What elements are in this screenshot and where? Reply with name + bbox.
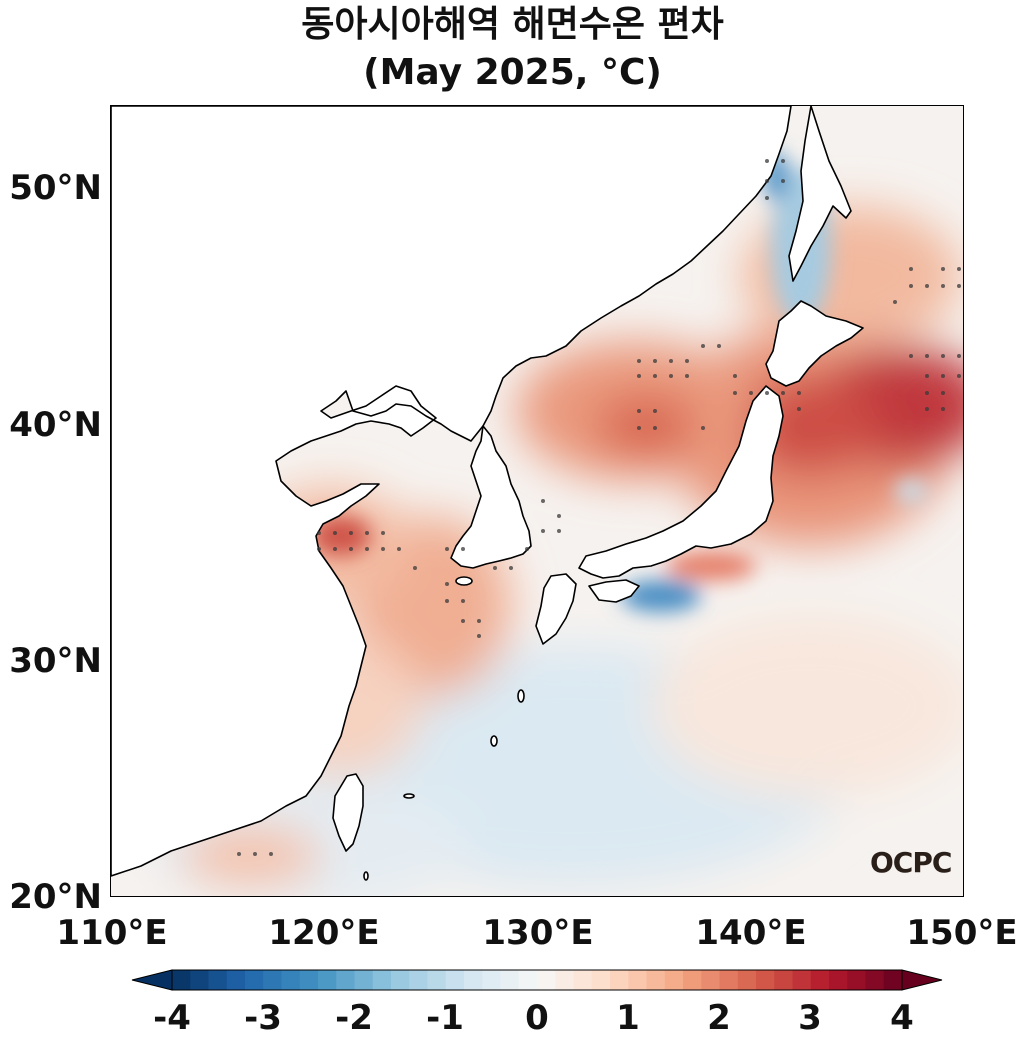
colorbar-cell [336, 970, 355, 990]
colorbar-cell [683, 970, 702, 990]
colorbar-tick: -4 [153, 998, 191, 1038]
colorbar-cell [865, 970, 885, 990]
warm-core-east-sea [596, 396, 696, 456]
colorbar-cell [482, 970, 501, 990]
colorbar-outline [171, 969, 903, 991]
chart-title: 동아시아해역 해면수온 편차 [301, 4, 724, 45]
lat-tick-40n: 40°N [9, 405, 102, 445]
asian-mainland [111, 106, 792, 877]
colorbar-cell [354, 970, 374, 990]
colorbar-cell [464, 970, 483, 990]
colorbar-cell [591, 970, 611, 990]
colorbar-cell [263, 970, 282, 990]
colorbar-cell [172, 970, 191, 990]
warm-spot-yellow-sea [311, 516, 371, 556]
colorbar-cell [701, 970, 720, 990]
colorbar-tick: 3 [798, 998, 822, 1038]
colorbar-tick: -1 [426, 998, 464, 1038]
colorbar-cell [318, 970, 337, 990]
taiwan [332, 773, 364, 852]
weak-warm-east [651, 616, 963, 796]
small-island [363, 871, 369, 881]
cool-spot-east [895, 479, 927, 503]
colorbar-cells [172, 970, 903, 990]
chart-subtitle: (May 2025, °C) [363, 52, 662, 93]
colorbar-min-extension [131, 969, 173, 991]
colorbar-cell [391, 970, 410, 990]
yaeyama-island [403, 793, 415, 799]
colorbar-cell [518, 970, 538, 990]
land [111, 106, 864, 881]
lon-tick-150e: 150°E [906, 913, 1018, 953]
colorbar-tick: 1 [616, 998, 640, 1038]
shikoku [588, 579, 640, 603]
lon-tick-110e: 110°E [56, 913, 168, 953]
colorbar-cell [883, 970, 903, 990]
colorbar-cell [500, 970, 520, 990]
lon-tick-130e: 130°E [482, 913, 594, 953]
colorbar-cell [299, 970, 319, 990]
colorbar-cell [847, 970, 866, 990]
lon-tick-120e: 120°E [268, 913, 380, 953]
colorbar-cell [610, 970, 629, 990]
colorbar-cell [445, 970, 465, 990]
honshu [578, 385, 784, 579]
colorbar-tick: 4 [890, 998, 914, 1038]
kyushu [535, 573, 577, 645]
colorbar-cell [737, 970, 757, 990]
lon-tick-140e: 140°E [695, 913, 807, 953]
colorbar-cell [427, 970, 447, 990]
sakhalin [788, 106, 852, 282]
korean-peninsula [450, 425, 532, 569]
colorbar-cell [646, 970, 666, 990]
okinawa-island [517, 689, 525, 703]
colorbar-cell [774, 970, 793, 990]
significance-dots [237, 159, 961, 856]
hokkaido [765, 300, 864, 387]
colorbar-cell [719, 970, 739, 990]
colorbar-cell [226, 970, 246, 990]
warm-spot-south-honshu [666, 551, 756, 581]
colorbar-tick: -2 [335, 998, 373, 1038]
lat-tick-50n: 50°N [9, 168, 102, 208]
lat-tick-30n: 30°N [9, 641, 102, 681]
jeju-island [455, 576, 473, 586]
cool-spot-south-japan [621, 580, 701, 612]
colorbar-cell [664, 970, 684, 990]
colorbar-tick: -3 [244, 998, 282, 1038]
map-canvas [111, 106, 963, 896]
colorbar-cell [829, 970, 848, 990]
colorbar-cell [409, 970, 428, 990]
colorbar-cell [756, 970, 775, 990]
colorbar-cell [537, 970, 556, 990]
colorbar [131, 969, 943, 991]
colorbar-tick: 0 [525, 998, 549, 1038]
ryukyu-island [490, 735, 498, 747]
colorbar-cell [792, 970, 812, 990]
colorbar-cell [555, 970, 574, 990]
colorbar-cell [208, 970, 228, 990]
colorbar-cell [573, 970, 593, 990]
ocpc-logo: OCPC [870, 846, 952, 879]
colorbar-tick: 2 [707, 998, 731, 1038]
colorbar-cell [810, 970, 830, 990]
colorbar-cell [281, 970, 301, 990]
colorbar-cell [628, 970, 647, 990]
colorbar-cell [372, 970, 392, 990]
warm-anomaly-south-china [181, 826, 321, 886]
colorbar-cell [190, 970, 209, 990]
colorbar-cell [245, 970, 264, 990]
lat-tick-20n: 20°N [9, 877, 102, 917]
sst-anomaly-map [110, 105, 964, 897]
colorbar-max-extension [901, 969, 943, 991]
